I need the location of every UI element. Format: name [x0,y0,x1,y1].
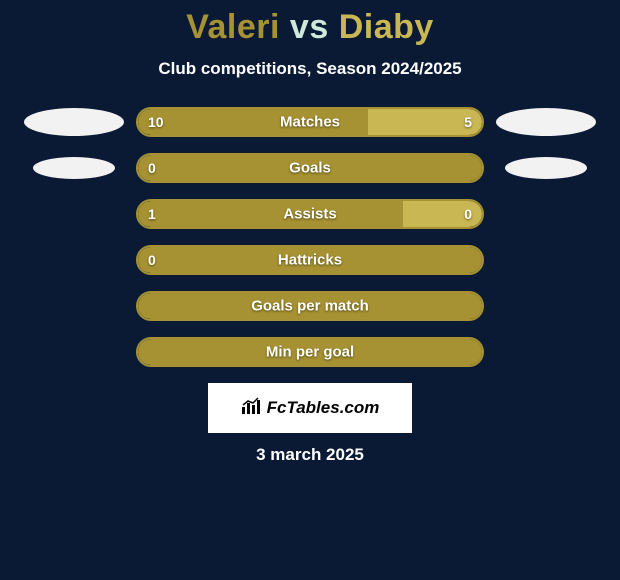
stat-value-left: 0 [148,160,156,176]
stat-bar: Matches10 5 [136,107,484,137]
stat-row: Goals per match [0,291,620,321]
watermark-inner: FcTables.com [241,397,380,420]
right-shape-slot [496,291,596,321]
chart-icon [241,397,261,420]
left-shape-slot [24,153,124,183]
stat-row: Min per goal [0,337,620,367]
stat-row: Hattricks0 [0,245,620,275]
stat-bar: Goals per match [136,291,484,321]
stat-label: Min per goal [138,344,482,361]
stat-bar: Goals0 [136,153,484,183]
ellipse-icon [24,108,124,136]
comparison-card: Valeri vs Diaby Club competitions, Seaso… [0,0,620,465]
stat-row: Matches10 5 [0,107,620,137]
stat-label: Goals [138,160,482,177]
title-vs: vs [290,8,329,46]
left-shape-slot [24,199,124,229]
left-shape-slot [24,245,124,275]
right-shape-slot [496,107,596,137]
ellipse-icon [505,157,587,179]
stat-row: Goals0 [0,153,620,183]
stat-label: Matches [138,114,482,131]
stat-bar: Min per goal [136,337,484,367]
right-shape-slot [496,153,596,183]
left-shape-slot [24,337,124,367]
date-text: 3 march 2025 [0,445,620,465]
left-shape-slot [24,107,124,137]
ellipse-icon [33,157,115,179]
watermark: FcTables.com [208,383,412,433]
stat-label: Hattricks [138,252,482,269]
player1-name: Valeri [186,8,280,46]
player2-name: Diaby [339,8,434,46]
right-shape-slot [496,337,596,367]
stat-value-left: 0 [148,252,156,268]
stat-label: Assists [138,206,482,223]
stat-value-left: 10 [148,114,164,130]
stat-label: Goals per match [138,298,482,315]
stat-value-left: 1 [148,206,156,222]
right-shape-slot [496,245,596,275]
stat-value-right: 0 [464,206,472,222]
stat-rows: Matches105Goals0Assists10Hattricks0Goals… [0,107,620,367]
stat-bar: Assists1 0 [136,199,484,229]
subtitle: Club competitions, Season 2024/2025 [0,59,620,79]
stat-row: Assists1 0 [0,199,620,229]
ellipse-icon [496,108,596,136]
watermark-text: FcTables.com [267,398,380,418]
stat-value-right: 5 [464,114,472,130]
left-shape-slot [24,291,124,321]
right-shape-slot [496,199,596,229]
stat-bar: Hattricks0 [136,245,484,275]
page-title: Valeri vs Diaby [0,8,620,47]
